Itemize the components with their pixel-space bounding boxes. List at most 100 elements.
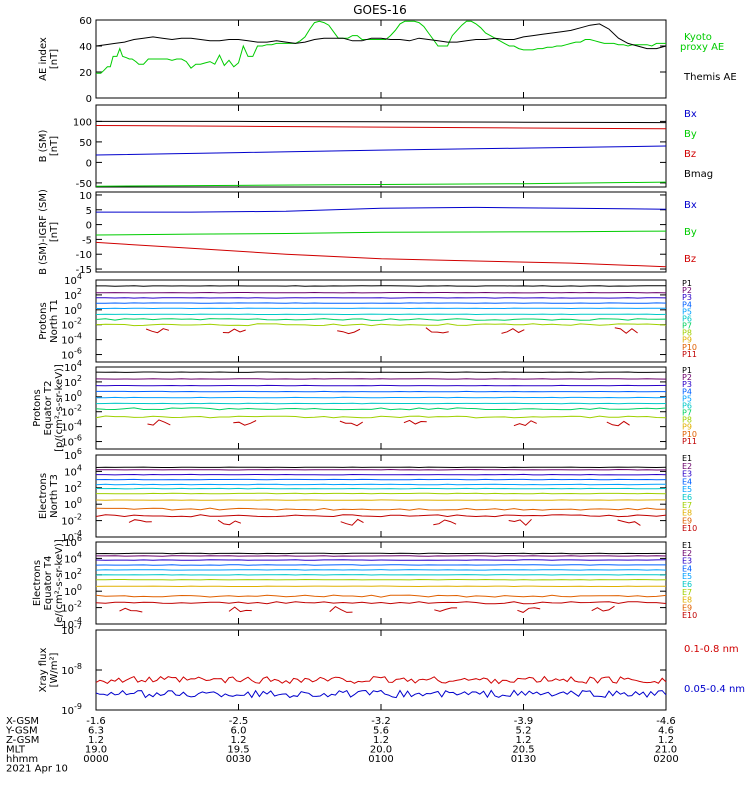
ephemeris-value: -2.5 xyxy=(229,716,249,727)
y-axis-label: North T1 xyxy=(49,299,60,343)
legend-entry: proxy AE xyxy=(680,42,724,53)
legend-entry: E6 xyxy=(682,493,692,502)
legend-entry: P11 xyxy=(682,350,697,359)
y-axis-label: B (SM) xyxy=(38,129,49,162)
ephemeris-value: 0130 xyxy=(511,754,536,765)
ephemeris-value: 0200 xyxy=(653,754,678,765)
y-axis-label: AE index xyxy=(38,37,49,81)
ephemeris-value: 20.0 xyxy=(370,745,392,756)
sparse-fragment xyxy=(591,605,615,612)
sparse-fragment xyxy=(617,519,641,526)
channel-line xyxy=(95,601,667,605)
ephemeris-value: 19.5 xyxy=(227,745,249,756)
sparse-fragment xyxy=(614,327,638,334)
panel-2: -50 0 50 100 B (SM) [nT] Bx By Bz Bmag xyxy=(38,104,713,190)
panel-3: -15 -10 -5 0 5 10 B (SM)-IGRF (SM) [nT] Bx By Bz xyxy=(38,189,697,276)
legend-entry: P10 xyxy=(682,430,697,439)
channel-line xyxy=(95,318,667,321)
sparse-fragment xyxy=(222,328,246,334)
y-tick-label: -10 xyxy=(76,250,92,261)
y-tick-label: 100 xyxy=(64,389,82,404)
ephemeris-label: Z-GSM xyxy=(6,735,39,746)
sparse-fragment xyxy=(337,328,361,335)
series-line xyxy=(95,125,667,130)
legend-entry: By xyxy=(684,227,697,238)
ephemeris-value: 4.6 xyxy=(658,726,674,737)
y-tick-label: 10-8 xyxy=(61,662,82,677)
ephemeris-value: 5.2 xyxy=(516,726,532,737)
channel-line xyxy=(96,555,667,557)
channel-line xyxy=(95,407,667,411)
legend-entry: 0.1-0.8 nm xyxy=(684,644,739,655)
y-tick-label: 0 xyxy=(86,221,92,232)
ephemeris-value: -3.9 xyxy=(514,716,534,727)
y-axis-label: [W/m²] xyxy=(49,652,60,687)
sparse-fragment xyxy=(145,328,170,334)
ephemeris-value: 0000 xyxy=(83,754,108,765)
ephemeris-date: 2021 Apr 10 xyxy=(6,764,68,775)
legend-entry: E8 xyxy=(682,509,692,518)
series-line xyxy=(95,181,667,187)
legend-entry: E7 xyxy=(682,588,692,597)
legend-entry: E9 xyxy=(682,603,692,612)
y-axis-label: Xray flux xyxy=(38,648,49,693)
ephemeris-value: 1.2 xyxy=(373,735,389,746)
ephemeris-value: -3.2 xyxy=(371,716,391,727)
channel-line xyxy=(95,415,667,419)
channel-line xyxy=(95,578,667,581)
y-tick-label: 100 xyxy=(64,302,82,317)
legend-entry: E3 xyxy=(682,470,692,479)
y-axis-label: Equator T2 xyxy=(43,381,54,436)
y-tick-label: 106 xyxy=(64,447,82,462)
sparse-fragment xyxy=(501,328,525,334)
legend-entry: Bx xyxy=(684,200,697,211)
sparse-fragment xyxy=(434,607,458,612)
ephemeris-label: hhmm xyxy=(6,754,38,765)
legend-entry: E4 xyxy=(682,477,692,486)
ephemeris-value: 0030 xyxy=(226,754,251,765)
y-tick-label: 104 xyxy=(64,463,82,478)
sparse-fragment xyxy=(228,606,252,613)
legend-entry: P4 xyxy=(682,300,692,309)
channel-line xyxy=(95,487,667,490)
y-tick-label: 102 xyxy=(64,480,82,495)
legend-entry: P2 xyxy=(682,286,692,295)
legend-entry: Bx xyxy=(684,109,697,120)
y-tick-label: -50 xyxy=(76,179,92,190)
legend-entry: P3 xyxy=(682,380,692,389)
ephemeris-value: 1.2 xyxy=(516,735,532,746)
y-tick-label: 102 xyxy=(64,567,82,582)
panel-legend: Bx By Bz xyxy=(684,200,697,265)
channel-line xyxy=(95,594,667,598)
plot-title: GOES-16 xyxy=(353,3,407,17)
legend-entry: 0.05-0.4 nm xyxy=(684,684,745,695)
legend-entry: P5 xyxy=(682,394,692,403)
sparse-fragment xyxy=(425,327,449,334)
y-tick-label: 102 xyxy=(64,287,82,302)
sparse-fragment xyxy=(233,420,257,426)
channel-line xyxy=(95,564,666,566)
y-tick-label: 104 xyxy=(64,272,82,287)
panel-frame xyxy=(95,541,667,625)
legend-entry: E2 xyxy=(682,549,692,558)
legend-entry: Bmag xyxy=(684,169,713,180)
y-tick-label: 100 xyxy=(73,117,92,128)
sparse-fragment xyxy=(147,419,171,426)
series-line xyxy=(95,230,667,236)
sparse-fragment xyxy=(433,519,457,526)
legend-entry: Kyoto xyxy=(684,32,712,43)
sparse-fragment xyxy=(513,420,537,427)
ephemeris-value: 1.2 xyxy=(88,735,104,746)
channel-line xyxy=(95,552,666,555)
y-axis-label: Electrons xyxy=(32,560,43,606)
sparse-fragment xyxy=(517,607,541,613)
channel-line xyxy=(95,323,667,327)
